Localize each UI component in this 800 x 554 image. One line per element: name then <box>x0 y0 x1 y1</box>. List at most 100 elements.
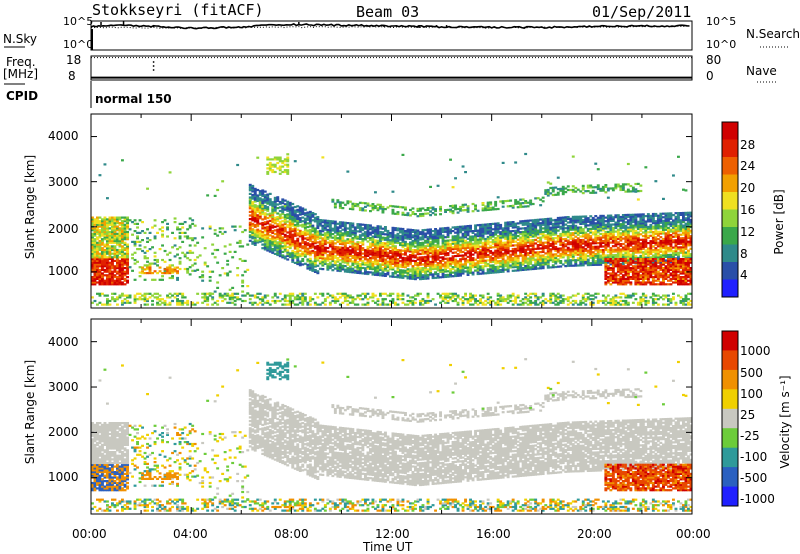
power-cell <box>116 216 119 219</box>
power-cell <box>519 227 523 230</box>
power-cell <box>491 271 495 274</box>
power-cell <box>321 257 325 260</box>
power-cell <box>586 260 590 263</box>
power-cell <box>108 261 112 264</box>
power-cell <box>426 207 430 210</box>
power-cell <box>521 243 525 246</box>
power-cell <box>416 265 420 268</box>
power-cell <box>491 235 495 238</box>
power-cell <box>389 242 392 245</box>
power-cell <box>579 303 583 306</box>
power-cell <box>313 258 317 261</box>
power-cell <box>351 251 355 254</box>
power-cell <box>539 218 543 221</box>
power-cell <box>539 251 543 254</box>
power-cell <box>321 253 325 256</box>
power-cell <box>168 296 172 299</box>
power-cell <box>126 230 129 234</box>
power-cell <box>123 294 127 297</box>
power-cell <box>539 261 543 264</box>
power-cell <box>439 232 442 236</box>
power-cell <box>526 225 530 228</box>
power-cell <box>374 257 377 260</box>
power-cell <box>181 292 185 295</box>
power-cell <box>496 236 500 239</box>
power-cell <box>571 224 575 228</box>
power-cell <box>559 234 563 237</box>
power-cell <box>474 246 477 249</box>
power-cell <box>123 227 127 230</box>
power-cell <box>271 226 275 229</box>
power-cell <box>534 260 538 263</box>
power-cell <box>409 234 412 237</box>
power-cell <box>451 257 455 260</box>
power-cell <box>253 242 257 245</box>
power-cell <box>549 223 553 226</box>
power-cell <box>366 233 370 236</box>
power-cell <box>298 253 302 256</box>
power-cell <box>296 217 300 220</box>
power-cell <box>186 269 190 272</box>
power-cell <box>419 242 422 245</box>
power-cell <box>506 296 510 299</box>
power-cell <box>561 232 565 235</box>
power-cell <box>298 213 302 216</box>
power-cell <box>471 266 475 269</box>
power-cell <box>168 268 172 271</box>
power-cell <box>429 228 432 231</box>
power-cell <box>386 242 390 245</box>
power-cell <box>511 222 515 225</box>
power-cell <box>601 294 605 297</box>
power-cell <box>103 225 107 228</box>
power-cell <box>323 221 327 224</box>
power-cell <box>569 243 573 246</box>
power-cell <box>376 264 380 268</box>
power-cell <box>93 227 97 230</box>
power-cell <box>454 231 457 234</box>
power-cell <box>276 241 280 244</box>
power-cell <box>181 299 185 303</box>
power-cell <box>256 214 260 217</box>
power-cell <box>446 296 450 299</box>
power-cell <box>544 191 548 194</box>
power-cell <box>371 294 375 297</box>
power-cell <box>529 251 533 255</box>
power-cell <box>379 294 382 297</box>
power-cell <box>421 232 425 235</box>
power-cell <box>376 230 380 233</box>
power-cell <box>223 294 227 297</box>
power-cell <box>399 249 402 252</box>
power-cell <box>454 247 457 250</box>
power-cell <box>108 236 112 239</box>
power-cell <box>591 253 595 256</box>
power-cell <box>326 264 330 268</box>
power-cell <box>434 237 437 240</box>
power-cell <box>571 232 575 235</box>
power-cell <box>561 238 565 241</box>
power-cell <box>196 301 200 304</box>
power-cell <box>366 263 370 266</box>
power-cell <box>171 270 174 273</box>
power-cell <box>136 235 139 238</box>
power-cell <box>551 260 555 263</box>
power-cell <box>439 236 442 239</box>
power-cell <box>506 266 510 269</box>
power-cell <box>429 185 432 188</box>
power-cell <box>441 227 445 230</box>
power-cell <box>358 272 362 275</box>
power-cell <box>108 263 112 266</box>
power-cell <box>366 231 370 234</box>
power-cell <box>601 258 605 261</box>
power-cell <box>106 221 109 225</box>
power-cell <box>581 215 585 218</box>
power-cell <box>504 241 508 244</box>
power-cell <box>414 213 417 216</box>
power-cell <box>364 272 367 275</box>
power-cell <box>121 270 124 273</box>
power-cell <box>308 254 312 257</box>
power-cell <box>499 270 503 273</box>
power-cell <box>323 303 327 306</box>
power-cell <box>103 223 107 226</box>
power-cell <box>213 290 217 293</box>
power-cell <box>283 241 287 244</box>
